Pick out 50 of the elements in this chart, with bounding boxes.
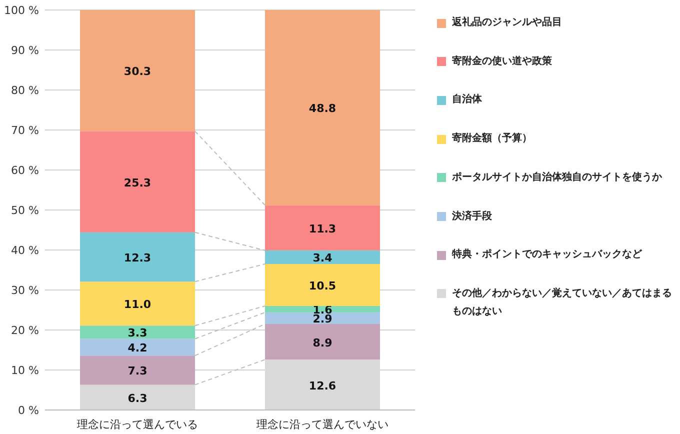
legend-label: その他／わからない／覚えていない／あてはまるものはない xyxy=(452,286,673,319)
bar xyxy=(80,326,195,339)
bar xyxy=(80,232,195,282)
bar xyxy=(265,205,380,250)
y-tick-label: 80 % xyxy=(11,84,39,97)
legend-label: 返礼品のジャンルや品目 xyxy=(452,16,562,30)
data-label: 8.9 xyxy=(312,336,332,350)
bar xyxy=(80,338,195,356)
x-tick-label: 理念に沿って選んでいない xyxy=(256,418,388,431)
y-tick-label: 50 % xyxy=(11,204,39,217)
data-label: 25.3 xyxy=(124,176,152,190)
y-tick-label: 10 % xyxy=(11,364,39,377)
legend-label: 自治体 xyxy=(452,92,482,108)
bar xyxy=(80,384,195,410)
bar xyxy=(80,10,195,132)
bar xyxy=(265,324,380,360)
legend-label: 寄附金の使い道や政策 xyxy=(452,54,552,69)
y-tick-label: 20 % xyxy=(11,324,39,337)
legend-label: ポータルサイトか自治体独自のサイトを使うか xyxy=(452,170,662,185)
data-label: 4.2 xyxy=(128,342,148,355)
data-label: 3.3 xyxy=(128,326,148,340)
data-label: 10.5 xyxy=(308,280,336,292)
y-tick-label: 60 % xyxy=(11,164,39,177)
y-tick-label: 0 % xyxy=(18,404,39,417)
data-label: 12.6 xyxy=(308,379,336,392)
data-label: 3.4 xyxy=(312,252,333,265)
y-tick-label: 90 % xyxy=(11,44,39,57)
bar xyxy=(80,356,195,385)
legend-label: 決済手段 xyxy=(452,209,492,224)
data-label: 7.3 xyxy=(128,364,148,378)
data-label: 48.8 xyxy=(308,102,336,116)
bar xyxy=(265,312,380,324)
y-tick-label: 100 % xyxy=(4,4,39,17)
y-tick-label: 70 % xyxy=(11,124,39,137)
data-label: 12.3 xyxy=(124,252,152,264)
legend-label: 特典・ポイントでのキャッシュバックなど xyxy=(452,248,642,262)
bar xyxy=(265,10,380,206)
bar xyxy=(80,131,195,232)
bar xyxy=(265,250,380,264)
y-tick-label: 40 % xyxy=(11,244,39,257)
bar xyxy=(265,264,380,306)
y-tick-label: 30 % xyxy=(11,284,39,297)
legend-label: 寄附金額（予算） xyxy=(452,131,532,146)
data-label: 30.3 xyxy=(124,65,152,78)
bar xyxy=(265,306,380,312)
x-tick-label: 理念に沿って選んでいる xyxy=(77,418,198,431)
data-label: 11.3 xyxy=(308,222,336,236)
bar xyxy=(80,282,195,326)
data-label: 11.0 xyxy=(124,298,152,312)
data-label: 6.3 xyxy=(128,392,148,405)
